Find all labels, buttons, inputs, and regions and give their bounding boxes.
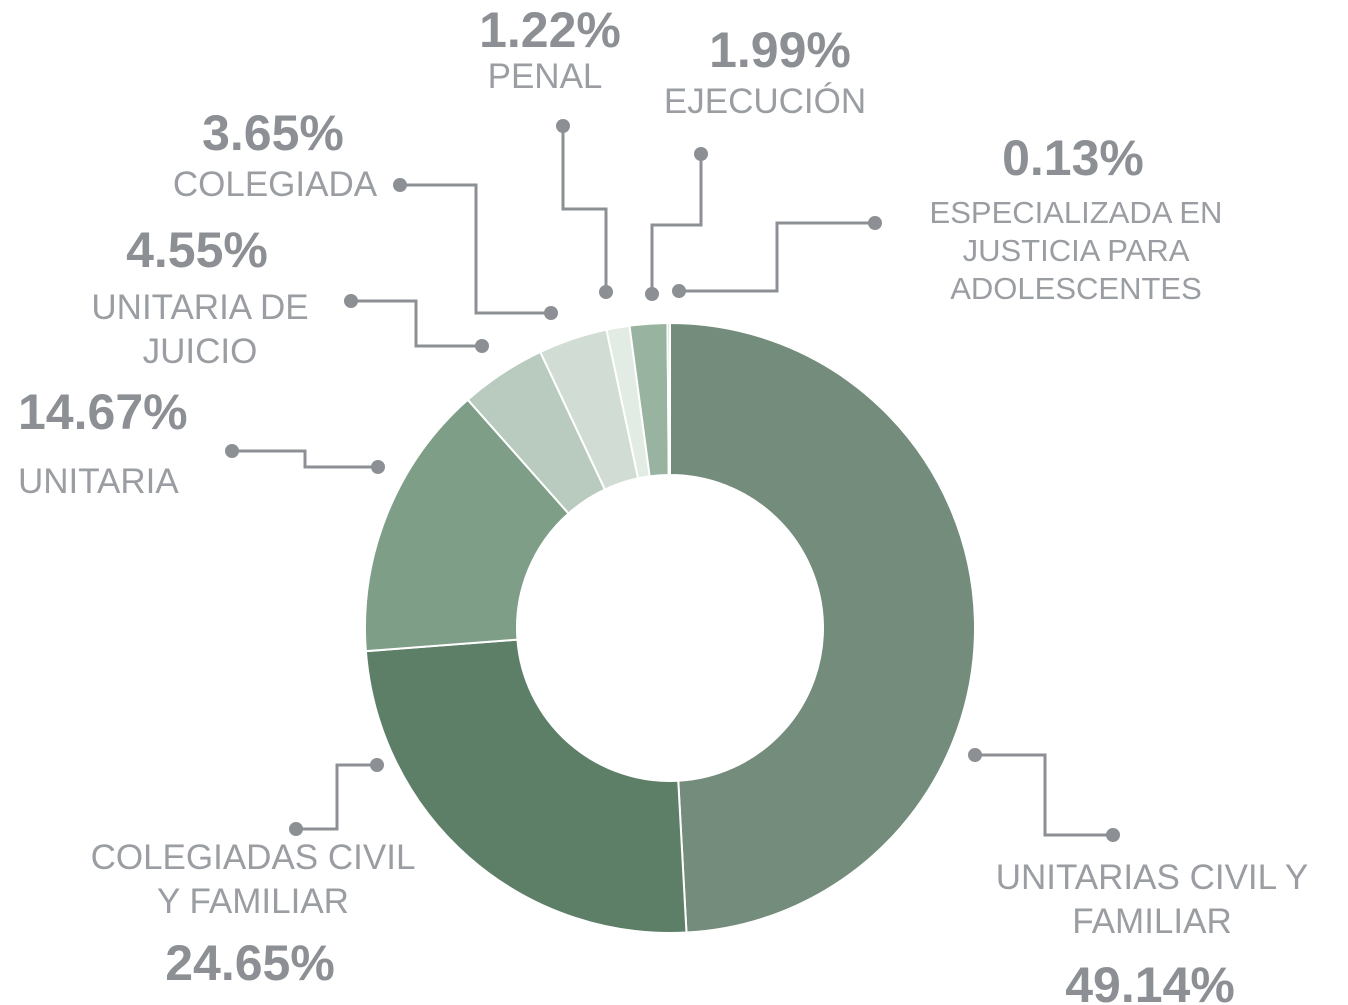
- donut-slice: [666, 321, 671, 477]
- leader-dot: [393, 178, 407, 192]
- leader-dot: [225, 444, 239, 458]
- leader-dot: [672, 284, 686, 298]
- leader-dot: [289, 822, 303, 836]
- value-label: 49.14%: [1065, 957, 1235, 1005]
- leader-line: [650, 154, 703, 294]
- value-label: 0.13%: [1002, 130, 1144, 186]
- leader-line: [975, 753, 1113, 837]
- category-label: ESPECIALIZADA EN JUSTICIA PARA ADOLESCEN…: [929, 195, 1223, 306]
- category-label: EJECUCIÓN: [663, 82, 867, 121]
- leader-line: [296, 763, 377, 831]
- leader-dot: [1106, 828, 1120, 842]
- leader-dot: [370, 758, 384, 772]
- donut-slice: [364, 638, 688, 934]
- leader-dot: [544, 306, 558, 320]
- leader-dot: [968, 748, 982, 762]
- leader-line: [400, 183, 551, 315]
- leader-dot: [868, 216, 882, 230]
- leader-line: [351, 299, 482, 348]
- category-label: COLEGIADAS CIVIL Y FAMILIAR: [90, 838, 416, 921]
- leader-dot: [694, 147, 708, 161]
- value-label: 1.99%: [709, 22, 851, 78]
- value-label: 24.65%: [165, 935, 335, 991]
- leader-dot: [599, 285, 613, 299]
- category-label: UNITARIA DE JUICIO: [91, 288, 309, 371]
- donut-slice: [364, 398, 570, 653]
- leader-line: [561, 126, 608, 292]
- category-label: PENAL: [487, 57, 603, 96]
- leader-dot: [371, 460, 385, 474]
- leader-dot: [344, 294, 358, 308]
- leader-dot: [475, 339, 489, 353]
- leader-line: [232, 449, 378, 469]
- category-label: UNITARIA: [18, 462, 179, 501]
- leader-dot: [556, 119, 570, 133]
- donut-slice: [669, 321, 977, 934]
- leader-dot: [645, 287, 659, 301]
- value-label: 1.22%: [479, 2, 621, 58]
- value-label: 14.67%: [18, 384, 188, 440]
- value-label: 4.55%: [126, 222, 268, 278]
- category-label: UNITARIAS CIVIL Y FAMILIAR: [995, 858, 1309, 941]
- value-label: 3.65%: [202, 105, 344, 161]
- category-label: COLEGIADA: [172, 165, 378, 204]
- leader-line: [679, 221, 875, 293]
